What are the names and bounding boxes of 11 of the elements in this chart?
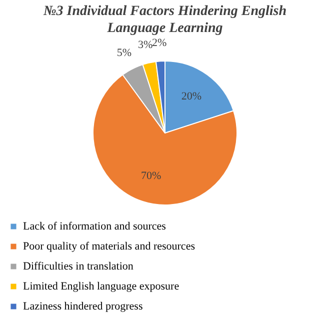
legend-label: Difficulties in translation xyxy=(23,260,134,272)
legend-label: Lack of information and sources xyxy=(23,220,166,232)
legend-label: Limited English language exposure xyxy=(23,280,180,292)
data-label: 20% xyxy=(181,90,202,103)
legend-label: Poor quality of materials and resources xyxy=(23,240,195,252)
chart-title: №3 Individual Factors Hindering English Language Learning xyxy=(42,4,287,36)
data-label: 70% xyxy=(141,170,162,182)
data-label: 3% xyxy=(138,39,153,52)
legend-label: Laziness hindered progress xyxy=(23,300,143,312)
data-label: 2% xyxy=(152,37,167,50)
data-label: 5% xyxy=(116,46,132,59)
